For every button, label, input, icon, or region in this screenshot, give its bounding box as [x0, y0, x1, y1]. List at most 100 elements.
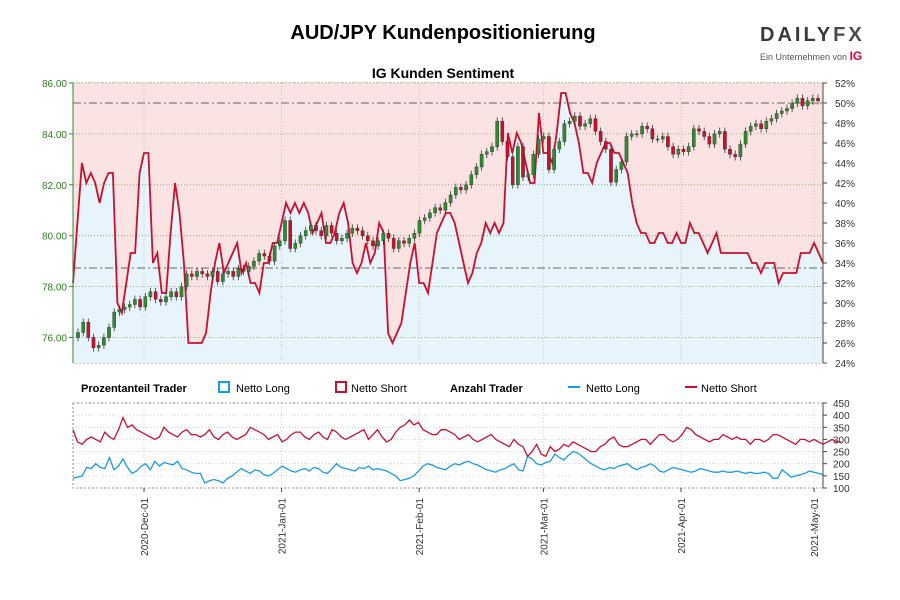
legend: Prozentanteil Trader Netto Long Netto Sh… [81, 381, 757, 395]
candle-body [334, 232, 339, 241]
candle-body [107, 327, 111, 338]
candle-body [133, 299, 137, 305]
candle-body [386, 232, 391, 239]
count-tick-label: 300 [833, 435, 850, 446]
date-tick-label: 2021-Jan-01 [278, 498, 289, 555]
candle-body [728, 148, 732, 155]
candle-body [298, 235, 303, 244]
candle-body [164, 296, 168, 303]
candle-body [666, 136, 670, 147]
count-tick-label: 100 [833, 484, 850, 495]
candle-body [371, 240, 375, 247]
candle-body [309, 225, 313, 231]
candle-body [329, 225, 334, 234]
candle-body [816, 98, 820, 102]
candle-body [215, 271, 220, 282]
candle-body [117, 309, 122, 313]
candle-body [490, 146, 494, 152]
count-net-short-line [72, 415, 842, 458]
candle-body [541, 136, 546, 140]
percent-axis: 24% 26% 28% 30% 32% 34% 36% 38% 40% 42% 44% 46% 48% 5… [822, 79, 855, 370]
main-panel: 76.00 78.00 80.00 82.00 84.00 86.00 24% 26% 28%… [42, 65, 855, 370]
candle-body [226, 271, 230, 275]
candle-body [402, 240, 406, 244]
candle-body [697, 128, 701, 132]
candle-body [681, 148, 686, 152]
candle-body [516, 146, 520, 186]
candle-body [609, 148, 613, 183]
candle-body [795, 98, 800, 104]
legend-pct-long-swatch [218, 381, 230, 393]
candle-body [562, 123, 567, 142]
candle-body [469, 174, 474, 186]
candle-body [557, 141, 562, 150]
count-tick-label: 450 [833, 399, 850, 410]
candle-body [91, 337, 96, 348]
candle-body [443, 202, 448, 211]
price-tick-label: 82.00 [42, 181, 67, 192]
logo-ig: IG [849, 49, 863, 63]
legend-pct-short-label: Netto Short [351, 383, 407, 395]
chart-subtitle: IG Kunden Sentiment [372, 65, 515, 81]
candle-body [448, 194, 453, 203]
candle-body [764, 120, 769, 129]
candle-body [81, 322, 85, 333]
candle-body [174, 291, 179, 298]
candle-body [76, 332, 80, 338]
net-long-area [73, 93, 823, 363]
candle-body [661, 136, 665, 140]
date-axis: 2020-Dec-01 2021-Jan-01 2021-Feb-01 2021-Ma… [140, 488, 821, 557]
candle-body [257, 253, 261, 262]
candle-body [350, 227, 355, 234]
legend-pct-title: Prozentanteil Trader [81, 383, 187, 395]
candle-body [578, 115, 582, 127]
price-candles [76, 94, 820, 352]
candle-body [800, 98, 805, 107]
candle-body [179, 286, 184, 298]
candle-body [485, 151, 489, 155]
candle-body [169, 291, 173, 298]
candle-body [158, 299, 163, 303]
candle-body [567, 120, 572, 124]
candle-body [686, 146, 691, 152]
candle-body [428, 212, 432, 219]
count-net-long-line [72, 450, 824, 484]
candle-body [805, 100, 810, 107]
candle-body [86, 322, 91, 338]
candle-body [376, 240, 380, 247]
percent-tick-label: 32% [835, 279, 855, 290]
candle-body [236, 268, 241, 277]
candle-body [624, 136, 629, 163]
date-tick-label: 2021-Apr-01 [677, 498, 688, 554]
percent-tick-label: 40% [835, 199, 855, 210]
candle-body [526, 174, 530, 178]
candle-body [112, 311, 116, 328]
percent-tick-label: 50% [835, 99, 855, 110]
candle-body [748, 126, 753, 132]
legend-count-short-label: Netto Short [701, 383, 757, 395]
candle-body [593, 118, 598, 132]
candle-body [143, 296, 148, 308]
candle-body [707, 136, 712, 145]
candle-body [127, 304, 132, 308]
count-panel-frame [72, 402, 824, 489]
candle-body [759, 123, 763, 129]
candle-body [702, 131, 706, 137]
candle-body [246, 266, 251, 272]
candle-body [381, 232, 386, 241]
candle-body [345, 232, 349, 239]
candle-body [536, 138, 541, 155]
candle-body [102, 337, 106, 346]
candle-body [474, 166, 479, 175]
candle-body [619, 161, 624, 170]
candle-body [288, 220, 293, 249]
candle-body [324, 225, 329, 236]
percent-tick-label: 44% [835, 159, 855, 170]
candle-body [547, 136, 551, 170]
candle-body [319, 230, 324, 236]
candle-body [314, 225, 318, 231]
candle-body [221, 273, 225, 282]
candle-body [397, 240, 401, 249]
candle-body [723, 131, 727, 150]
